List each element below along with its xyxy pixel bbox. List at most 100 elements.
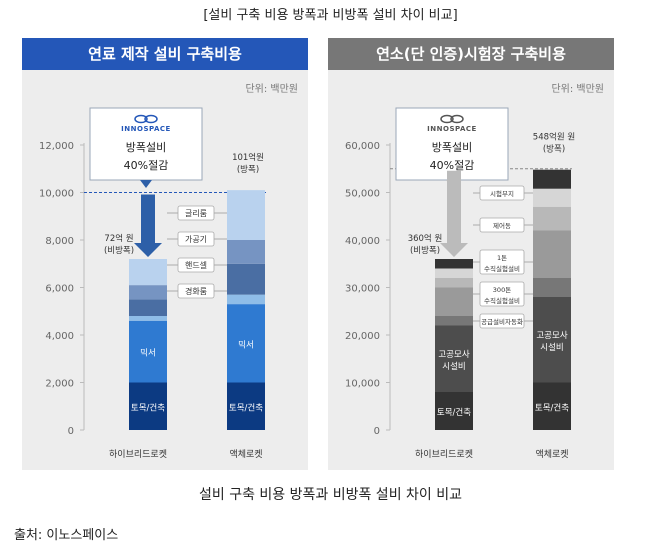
bar-segment <box>129 320 167 383</box>
y-tick-label: 8,000 <box>45 236 74 247</box>
y-tick-label: 10,000 <box>39 189 74 200</box>
y-tick-label: 50,000 <box>345 189 380 200</box>
bar-segment <box>435 287 473 316</box>
x-category-label: 하이브리드로켓 <box>415 449 473 460</box>
bar-segment <box>129 299 167 316</box>
y-tick-label: 20,000 <box>345 331 380 342</box>
reduction-arrow <box>134 194 162 257</box>
bar-inner-label: 믹서 <box>140 348 156 359</box>
reduction-arrow <box>440 170 468 257</box>
logo-icon <box>450 114 464 124</box>
callout-label: 공급설비자동화 <box>481 317 523 326</box>
bar-segment <box>533 297 571 383</box>
callout-label: 경화룸 <box>185 286 207 296</box>
total-value-label: 72억 원 <box>104 233 133 244</box>
callout-box <box>479 185 525 201</box>
source-credit: 출처: 이노스페이스 <box>14 528 119 543</box>
bar-segment <box>435 278 473 288</box>
bar-segment <box>227 240 265 264</box>
callout-label: 제어동 <box>493 221 511 230</box>
y-tick-label: 6,000 <box>45 284 74 295</box>
x-category-label: 하이브리드로켓 <box>109 449 167 460</box>
total-value-label: (방폭) <box>543 144 565 155</box>
callout-box <box>177 257 215 273</box>
bar-segment <box>435 316 473 326</box>
bar-segment <box>533 382 571 430</box>
logo-text: INNOSPACE <box>427 125 477 133</box>
callout-label: 시험부지 <box>490 189 514 198</box>
callout-label: 핸드셀 <box>185 260 207 270</box>
x-category-label: 액체로켓 <box>535 448 568 460</box>
logo-text: INNOSPACE <box>121 125 171 133</box>
chart-panel-test-site: 연소(단 인증)시험장 구축비용 단위: 백만원 0 10,000 20,000 30… <box>328 38 614 470</box>
bar-segment <box>227 382 265 430</box>
callout-box <box>177 205 215 221</box>
bar-segment <box>129 382 167 430</box>
bar-segment <box>227 190 265 240</box>
bar-segment <box>533 230 571 278</box>
bar-segment <box>533 278 571 297</box>
callout-box <box>479 313 525 329</box>
logo-icon <box>440 114 454 124</box>
bar-inner-label: 고공모사 <box>438 350 469 360</box>
bar-segment <box>227 263 265 295</box>
top-caption: [설비 구축 비용 방폭과 비방폭 설비 차이 비교] <box>203 8 458 23</box>
bar-segment <box>533 169 571 189</box>
callout-label: 수직실험설비 <box>484 296 520 305</box>
badge-line2: 40%절감 <box>124 159 169 172</box>
total-value-label: 548억원 원 <box>533 132 575 143</box>
badge-line1: 방폭설비 <box>126 141 166 154</box>
badge-line1: 방폭설비 <box>432 141 472 154</box>
bar-inner-label: 토목/건축 <box>131 402 165 413</box>
logo-icon <box>134 114 148 124</box>
badge-box <box>89 107 203 181</box>
callout-label: 가공기 <box>185 235 207 244</box>
y-tick-label: 4,000 <box>45 331 74 342</box>
x-category-label: 액체로켓 <box>229 448 262 460</box>
total-value-label: 101억원 <box>232 152 264 163</box>
unit-label: 단위: 백만원 <box>245 84 298 95</box>
chart-svg-fuel: 0 2,000 4,000 6,000 8,000 10,000 12,000 토목/건축 믹서… <box>39 107 266 460</box>
callout-label: 글리룸 <box>185 209 207 218</box>
badge-line2: 40%절감 <box>430 159 475 172</box>
bar-segment <box>435 268 473 278</box>
callout-box <box>177 231 215 247</box>
callout-box <box>177 283 215 299</box>
y-tick-label: 0 <box>374 426 380 437</box>
y-tick-label: 10,000 <box>345 379 380 390</box>
bar-segment <box>435 392 473 430</box>
logo-icon <box>144 114 158 124</box>
bar-segment <box>129 316 167 321</box>
total-value-label: (비방폭) <box>410 245 440 256</box>
bar-inner-label: 믹서 <box>238 339 254 350</box>
total-value-label: (방폭) <box>237 164 259 175</box>
y-tick-label: 30,000 <box>345 284 380 295</box>
badge-box <box>395 107 509 181</box>
bar-inner-label: 시설비 <box>442 361 465 372</box>
bar-segment <box>435 259 473 269</box>
callout-label: 1톤 <box>497 254 507 262</box>
y-tick-label: 2,000 <box>45 379 74 390</box>
bar-segment <box>435 325 473 392</box>
chart-title: 연료 제작 설비 구축비용 <box>22 38 308 70</box>
bar-segment <box>533 188 571 207</box>
callout-box <box>479 249 525 275</box>
chart-svg-test-site: 0 10,000 20,000 30,000 40,000 50,000 60,000 토목/… <box>345 107 575 460</box>
y-tick-label: 60,000 <box>345 141 380 152</box>
callout-box <box>479 217 525 233</box>
total-value-label: (비방폭) <box>104 245 134 256</box>
chart-title: 연소(단 인증)시험장 구축비용 <box>328 38 614 70</box>
bar-segment <box>129 259 167 286</box>
bar-inner-label: 시설비 <box>540 342 563 353</box>
callout-label: 300톤 <box>493 286 511 294</box>
y-tick-label: 40,000 <box>345 236 380 247</box>
bar-inner-label: 고공모사 <box>536 331 567 341</box>
unit-label: 단위: 백만원 <box>551 84 604 95</box>
bar-inner-label: 토목/건축 <box>535 402 569 413</box>
chart-panel-fuel: 연료 제작 설비 구축비용 단위: 백만원 0 2,000 4,000 6,000 8,… <box>22 38 308 470</box>
y-tick-label: 12,000 <box>39 141 74 152</box>
bar-inner-label: 토목/건축 <box>229 402 263 413</box>
bar-segment <box>533 206 571 231</box>
badge-pointer <box>140 180 152 188</box>
total-value-label: 360억 원 <box>408 233 443 244</box>
